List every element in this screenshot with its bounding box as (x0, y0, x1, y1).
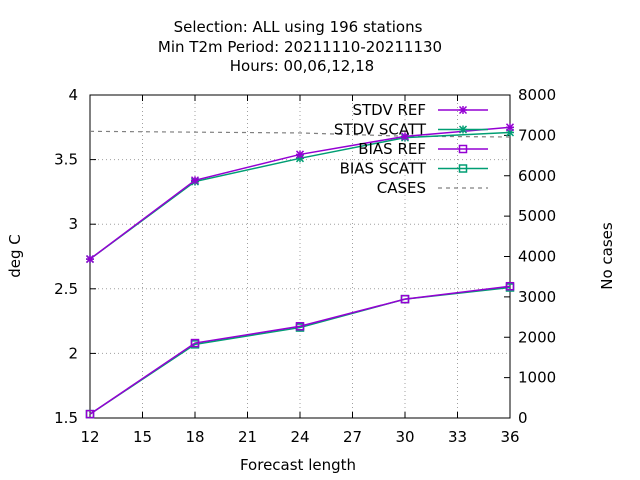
x-axis-label: Forecast length (240, 456, 356, 474)
x-tick-label: 24 (290, 428, 309, 446)
y2-tick-label: 7000 (518, 126, 556, 144)
data-point (85, 409, 95, 419)
y2-tick-label: 3000 (518, 288, 556, 306)
data-point (505, 281, 515, 291)
data-point (505, 123, 515, 132)
data-point (85, 255, 95, 264)
y-tick-label: 3 (68, 215, 78, 233)
legend-marker (458, 105, 468, 115)
legend-label: BIAS SCATT (340, 160, 427, 178)
x-tick-label: 36 (500, 428, 519, 446)
y-axis-label: deg C (6, 234, 24, 278)
axes: 12 15 18 21 24 27 30 33 36 1.5 2 2.5 3 3.5 4 0 1000 2000 3… (54, 86, 556, 446)
grid (90, 95, 510, 418)
legend-entry: BIAS REF (358, 140, 488, 158)
y-tick-label: 4 (68, 86, 78, 104)
legend-marker (458, 164, 468, 173)
y2-tick-label: 1000 (518, 369, 556, 387)
legend-label: STDV REF (352, 101, 426, 119)
y-tick-label: 3.5 (54, 151, 78, 169)
y-tick-label: 2 (68, 344, 78, 362)
x-tick-label: 15 (133, 428, 152, 446)
x-tick-label: 12 (80, 428, 99, 446)
legend-label: CASES (377, 179, 426, 197)
legend-entry: CASES (377, 179, 488, 197)
data-point (295, 322, 305, 331)
y2-tick-label: 4000 (518, 248, 556, 266)
x-tick-label: 18 (185, 428, 204, 446)
chart-title-line-2: Min T2m Period: 20211110-20211130 (158, 38, 442, 56)
y2-tick-label: 0 (518, 409, 528, 427)
legend-entry: STDV REF (352, 101, 488, 119)
data-point (295, 150, 305, 159)
legend-label: BIAS REF (358, 140, 426, 158)
data-point (190, 176, 200, 185)
legend-entry: BIAS SCATT (340, 160, 488, 178)
series-bias-scatt (85, 283, 515, 419)
x-tick-label: 21 (238, 428, 257, 446)
y2-tick-label: 8000 (518, 86, 556, 104)
series-bias-ref (85, 281, 515, 419)
y2-tick-label: 6000 (518, 167, 556, 185)
data-point (400, 132, 410, 141)
data-point (190, 338, 200, 348)
series-cases (89, 130, 511, 138)
legend-entry: STDV SCATT (334, 121, 488, 139)
y-tick-label: 1.5 (54, 409, 78, 427)
y2-tick-label: 5000 (518, 207, 556, 225)
legend-marker (458, 125, 468, 134)
y-tick-label: 2.5 (54, 280, 78, 298)
legend-marker (458, 144, 468, 154)
legend-label: STDV SCATT (334, 121, 427, 139)
chart-title-line-1: Selection: ALL using 196 stations (174, 18, 423, 36)
x-tick-label: 30 (395, 428, 414, 446)
series-line (89, 285, 511, 415)
x-tick-label: 33 (448, 428, 467, 446)
x-tick-label: 27 (343, 428, 362, 446)
series (85, 123, 515, 419)
chart-title-line-3: Hours: 00,06,12,18 (230, 57, 374, 75)
y2-tick-label: 2000 (518, 328, 556, 346)
series-stdv-ref (85, 123, 515, 264)
y2-axis-label: No cases (598, 222, 616, 290)
data-point (400, 294, 410, 304)
series-line (89, 130, 511, 138)
